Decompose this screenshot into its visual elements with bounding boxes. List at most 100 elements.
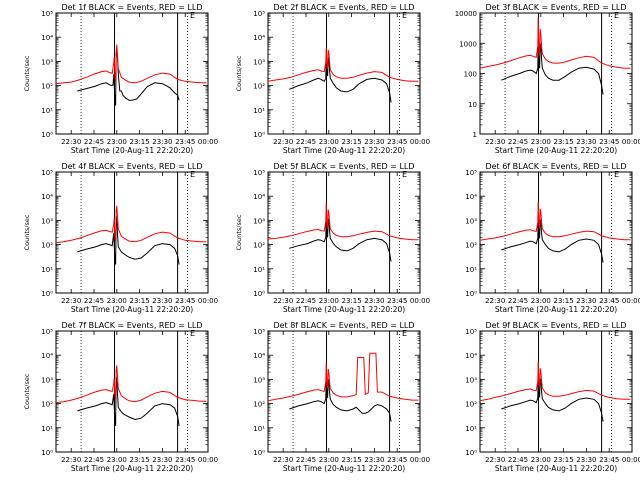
y-tick-label: 10³ [253,217,265,225]
y-tick-label: 10³ [41,376,53,384]
y-tick-label: 10⁰ [253,290,265,298]
x-tick-label: 23:15 [130,138,150,146]
x-tick-label: 23:30 [576,456,596,464]
series-events-line [501,375,604,422]
x-tick-label: 23:45 [175,138,195,146]
y-tick-label: 10⁰ [465,449,477,457]
y-tick-label: 10² [41,401,53,409]
x-tick-label: 23:30 [576,297,596,305]
y-tick-label: 10¹ [41,107,53,115]
y-axis-label: Counts/sec [23,373,31,409]
series-lld-line [55,44,207,85]
legend-mark: E [190,11,195,20]
x-tick-label: 23:45 [387,138,407,146]
x-tick-label: 23:15 [554,456,574,464]
y-axis-label: Counts/sec [23,214,31,250]
y-tick-label: 10⁵ [253,169,265,177]
x-axis-label: Start Time (20-Aug-11 22:20:20) [495,146,617,155]
plot-frame [479,330,633,453]
y-tick-label: 10⁵ [465,169,477,177]
legend-mark: E [402,329,407,338]
x-tick-label: 23:30 [364,456,384,464]
y-tick-label: 10³ [41,217,53,225]
legend-mark: E [614,11,619,20]
x-tick-label: 23:30 [152,297,172,305]
legend-mark: E [614,170,619,179]
series-events-line [77,376,180,426]
x-tick-label: 00:00 [622,456,640,464]
x-axis-label: Start Time (20-Aug-11 22:20:20) [283,464,405,473]
y-axis-label: Counts/sec [235,55,243,91]
x-tick-label: 00:00 [622,297,640,305]
y-tick-label: 10² [465,401,477,409]
x-tick-label: 23:15 [130,297,150,305]
y-tick-label: 10² [41,242,53,250]
panel-title: Det 6f BLACK = Events, RED = LLD [485,162,626,171]
series-events-line [501,216,604,263]
x-tick-label: 23:30 [364,138,384,146]
x-tick-label: 22:30 [485,297,505,305]
x-tick-label: 00:00 [410,456,430,464]
y-tick-label: 10¹ [465,266,477,274]
x-tick-label: 22:45 [508,297,528,305]
plot-frame [55,12,209,135]
x-tick-label: 23:45 [175,297,195,305]
y-tick-label: 10⁴ [41,34,53,42]
x-tick-label: 22:45 [84,138,104,146]
x-tick-label: 23:00 [319,297,339,305]
series-lld-line [55,205,207,244]
y-tick-label: 10⁴ [253,352,265,360]
x-axis-label: Start Time (20-Aug-11 22:20:20) [495,464,617,473]
x-tick-label: 22:30 [273,297,293,305]
series-events-line [289,376,392,422]
y-tick-label: 10⁴ [465,352,477,360]
y-tick-label: 10¹ [41,425,53,433]
series-lld-line [267,48,419,82]
y-tick-label: 10¹ [41,266,53,274]
x-tick-label: 22:30 [273,138,293,146]
x-tick-label: 23:30 [576,138,596,146]
x-tick-label: 23:15 [130,456,150,464]
x-tick-label: 23:30 [364,297,384,305]
y-tick-label: 100 [464,71,477,79]
x-tick-label: 22:30 [61,456,81,464]
y-tick-label: 10⁰ [41,290,53,298]
x-tick-label: 00:00 [198,456,218,464]
y-axis-label: Counts/sec [23,55,31,91]
y-tick-label: 10⁵ [465,328,477,336]
x-axis-label: Start Time (20-Aug-11 22:20:20) [71,464,193,473]
x-tick-label: 23:45 [599,297,619,305]
panel-title: Det 4f BLACK = Events, RED = LLD [61,162,202,171]
panel-title: Det 1f BLACK = Events, RED = LLD [61,3,202,12]
legend-mark: E [190,329,195,338]
series-events-line [501,37,604,95]
x-tick-label: 23:45 [387,456,407,464]
x-tick-label: 22:45 [296,456,316,464]
y-tick-label: 10⁵ [41,328,53,336]
x-tick-label: 22:45 [296,297,316,305]
panel-title: Det 7f BLACK = Events, RED = LLD [61,321,202,330]
x-axis-label: Start Time (20-Aug-11 22:20:20) [283,146,405,155]
plot-frame [267,12,421,135]
y-tick-label: 10⁴ [253,193,265,201]
y-tick-label: 10⁰ [465,290,477,298]
x-tick-label: 22:30 [485,456,505,464]
legend-mark: E [614,329,619,338]
panel-title: Det 2f BLACK = Events, RED = LLD [273,3,414,12]
series-events-line [77,216,180,265]
x-tick-label: 22:45 [296,138,316,146]
x-tick-label: 00:00 [410,297,430,305]
x-tick-label: 23:45 [175,456,195,464]
panel-title: Det 9f BLACK = Events, RED = LLD [485,321,626,330]
y-tick-label: 10¹ [253,425,265,433]
series-events-line [289,218,392,262]
y-tick-label: 10⁵ [41,169,53,177]
x-axis-label: Start Time (20-Aug-11 22:20:20) [71,305,193,314]
plot-frame [267,171,421,294]
